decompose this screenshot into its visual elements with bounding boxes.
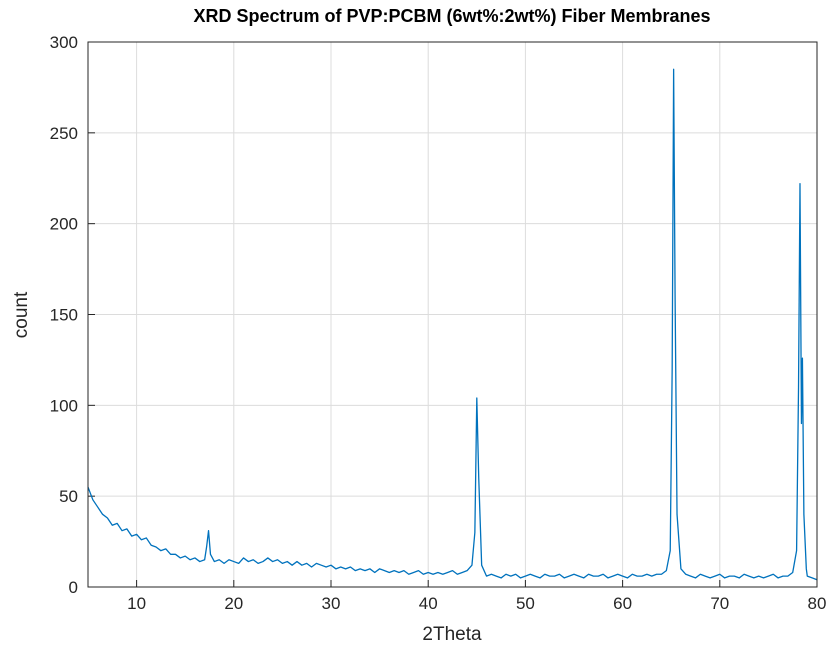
x-tick-label: 10 <box>127 594 146 613</box>
x-tick-label: 30 <box>322 594 341 613</box>
y-tick-label: 50 <box>59 487 78 506</box>
y-tick-label: 200 <box>50 215 78 234</box>
y-tick-label: 100 <box>50 396 78 415</box>
plot-frame <box>87 41 818 588</box>
y-tick-label: 0 <box>69 578 78 597</box>
x-tick-label: 80 <box>808 594 827 613</box>
x-axis-label: 2Theta <box>422 624 482 645</box>
x-tick-label: 40 <box>419 594 438 613</box>
data-line <box>87 68 818 581</box>
y-tick-label: 300 <box>50 33 78 52</box>
chart-title: XRD Spectrum of PVP:PCBM (6wt%:2wt%) Fib… <box>193 6 710 26</box>
x-tick-label: 60 <box>613 594 632 613</box>
y-tick-label: 150 <box>50 306 78 325</box>
x-tick-label: 20 <box>224 594 243 613</box>
y-axis-label: count <box>11 291 32 338</box>
x-tick-label: 50 <box>516 594 535 613</box>
y-tick-label: 250 <box>50 124 78 143</box>
x-tick-label: 70 <box>710 594 729 613</box>
